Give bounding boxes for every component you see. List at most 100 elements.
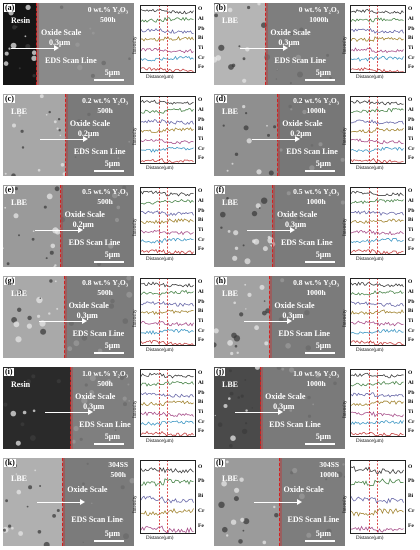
- texture-particle: [288, 104, 292, 109]
- texture-particle: [76, 119, 82, 125]
- eds-axes-k: [140, 460, 196, 534]
- texture-particle: [39, 485, 42, 487]
- eds-element-label: Bi: [198, 126, 204, 133]
- texture-particle: [227, 7, 233, 13]
- eds-element-label: Cr: [408, 327, 415, 334]
- texture-particle: [255, 203, 261, 209]
- texture-particle: [222, 526, 228, 533]
- texture-particle: [289, 409, 293, 412]
- eds-trace-Fe: [140, 249, 194, 255]
- eds-element-label: Cr: [198, 327, 205, 334]
- scan-line-label-f: EDS Scan Line: [280, 238, 333, 248]
- scale-bar-i: [94, 443, 124, 445]
- scale-label-e: 5μm: [104, 250, 120, 259]
- texture-particle: [74, 156, 77, 158]
- texture-particle: [37, 314, 41, 318]
- eds-element-labels-c: O Al Pb Bi Ti Cr Fe: [198, 96, 204, 164]
- texture-particle: [299, 27, 304, 32]
- eds-xlabel-k: Distance(μm): [146, 536, 174, 541]
- sem-image-b: (b) LBE 0 wt.% Y₂O₃ 1000h Oxide Scale 0.3μm ED…: [214, 3, 345, 85]
- texture-particle: [290, 108, 293, 111]
- eds-element-label: Fe: [408, 337, 414, 344]
- texture-particle: [128, 57, 131, 60]
- texture-particle: [21, 146, 25, 149]
- texture-particle: [215, 55, 222, 61]
- eds-element-label: Al: [408, 379, 414, 386]
- eds-trace-Fe: [140, 339, 194, 346]
- texture-particle: [214, 13, 218, 18]
- scan-arrow-d: [252, 136, 301, 143]
- condition-i: 1.0 wt.% Y₂O₃ 500h: [82, 370, 128, 387]
- oxide-boundary-i: [70, 367, 74, 449]
- condition-line1-e: 0.5 wt.% Y₂O₃: [82, 187, 128, 196]
- eds-element-label: Al: [408, 288, 414, 295]
- texture-particle: [39, 297, 42, 299]
- texture-particle: [299, 97, 306, 104]
- texture-particle: [18, 531, 23, 536]
- texture-particle: [84, 383, 88, 387]
- eds-element-label: Bi: [198, 217, 204, 224]
- eds-traces-j: [350, 369, 404, 437]
- texture-particle: [57, 118, 61, 121]
- scale-bar-c: [94, 170, 124, 172]
- scale-bar-k: [94, 540, 124, 542]
- oxide-thickness-b: 0.3μm: [278, 38, 300, 48]
- texture-particle: [239, 312, 244, 317]
- oxide-thickness-c: 0.2μm: [77, 129, 100, 139]
- eds-axes-e: [140, 187, 196, 255]
- texture-particle: [89, 130, 94, 136]
- eds-xlabel-a: Distance(μm): [146, 75, 174, 80]
- scan-arrow-k: [37, 499, 86, 505]
- scan-line-label-h: EDS Scan Line: [278, 329, 330, 339]
- phase-label-i: Resin: [11, 380, 31, 389]
- texture-particle: [297, 71, 303, 78]
- oxide-scale-label-i: Oxide Scale: [75, 392, 116, 402]
- eds-element-label: Ti: [198, 317, 204, 324]
- texture-particle: [267, 133, 270, 137]
- texture-particle: [245, 422, 248, 425]
- texture-particle: [90, 73, 95, 78]
- scale-bar-e: [94, 261, 124, 263]
- texture-particle: [31, 55, 37, 61]
- texture-particle: [312, 403, 315, 406]
- texture-particle: [234, 152, 239, 156]
- texture-particle: [309, 165, 315, 171]
- eds-plot-c: [140, 96, 196, 164]
- texture-particle: [39, 94, 44, 99]
- texture-particle: [11, 173, 16, 176]
- scale-bar-f: [305, 261, 335, 263]
- texture-particle: [81, 335, 88, 341]
- texture-particle: [221, 480, 227, 487]
- texture-particle: [120, 485, 125, 490]
- eds-element-label: Bi: [408, 308, 414, 315]
- texture-particle: [56, 127, 59, 130]
- eds-xlabel-f: Distance(μm): [356, 257, 384, 262]
- scale-label-i: 5μm: [104, 432, 120, 441]
- texture-particle: [49, 250, 54, 255]
- texture-particle: [266, 124, 268, 127]
- texture-particle: [89, 27, 92, 30]
- eds-element-label: O: [198, 463, 203, 470]
- texture-particle: [123, 533, 129, 540]
- phase-label-j: LBE: [222, 380, 239, 389]
- texture-particle: [3, 528, 6, 532]
- texture-particle: [8, 47, 11, 50]
- texture-particle: [223, 404, 228, 408]
- texture-particle: [218, 501, 225, 508]
- eds-element-label: Pb: [198, 389, 205, 396]
- eds-plot-k: [140, 460, 196, 534]
- eds-xlabel-e: Distance(μm): [146, 257, 174, 262]
- eds-element-label: Fe: [408, 428, 414, 435]
- texture-particle: [307, 414, 312, 418]
- texture-particle: [77, 64, 83, 71]
- texture-particle: [218, 44, 225, 51]
- eds-element-label: Bi: [408, 35, 414, 42]
- eds-element-label: O: [408, 279, 413, 286]
- texture-g: [11, 276, 133, 354]
- eds-element-labels-d: O Al Pb Bi Ti Cr Fe: [408, 96, 414, 164]
- texture-particle: [60, 163, 65, 167]
- scan-arrow-b: [240, 45, 289, 52]
- texture-particle: [295, 54, 302, 61]
- texture-particle: [4, 206, 7, 209]
- eds-element-label: Fe: [198, 155, 204, 162]
